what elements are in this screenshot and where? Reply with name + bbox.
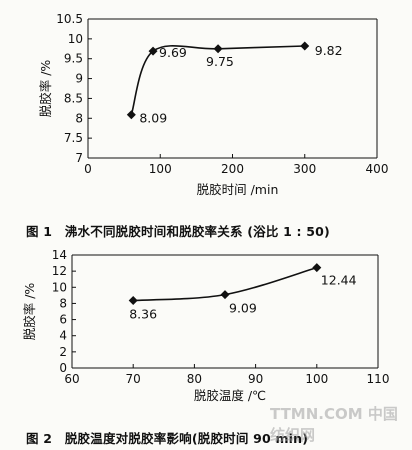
chart-2-y-tick-label: 8	[59, 296, 67, 310]
chart-2-y-tick-label: 12	[52, 264, 67, 278]
chart-2-y-tick-label: 14	[52, 248, 67, 262]
chart-1-y-tick-label: 10	[68, 32, 83, 46]
chart-2-data-label: 12.44	[321, 273, 357, 288]
watermark: TTMN.COM 中国纺织网	[270, 405, 398, 444]
chart-1-y-axis-label: 脱胶率 /%	[38, 60, 53, 118]
chart-2-y-tick-label: 0	[59, 361, 67, 375]
chart-2-data-point	[220, 290, 230, 300]
chart-1-y-tick-label: 7.5	[64, 131, 83, 145]
chart-1-series-line	[130, 45, 305, 115]
chart-1-x-axis-label: 脱胶时间 /min	[197, 182, 279, 197]
chart-2-x-tick-label: 100	[305, 372, 328, 386]
chart-1-y-tick-label: 8	[75, 111, 83, 125]
chart-2-y-axis-label: 脱胶率 /%	[22, 283, 37, 341]
chart-2-y-tick-label: 10	[52, 280, 67, 294]
chart-2-x-axis-label: 脱胶温度 /℃	[194, 388, 266, 403]
chart-1-y-tick-label: 7	[75, 151, 83, 165]
chart-1-y-tick-label: 10.5	[56, 12, 83, 26]
chart-1-data-point	[148, 46, 158, 56]
chart-1-data-label: 9.82	[315, 43, 343, 58]
chart-1-data-point	[300, 41, 310, 51]
chart-1-data-point	[126, 110, 136, 120]
chart-1-x-tick-label: 0	[84, 162, 92, 176]
chart-2-y-tick-label: 6	[59, 313, 67, 327]
chart-2-x-tick-label: 60	[64, 372, 79, 386]
chart-1-data-label: 8.09	[139, 111, 167, 126]
chart-2-data-label: 8.36	[129, 307, 157, 322]
chart-1-caption: 图 1 沸水不同脱胶时间和脱胶率关系 (浴比 1 : 50)	[26, 224, 330, 239]
chart-1-dehumming-time: 7 7.5 8 8.5 9 9.5 10 10.5 0 100 200 300 400 脱胶时间 /min…	[38, 12, 389, 197]
chart-1-x-tick-label: 200	[221, 162, 244, 176]
chart-1-x-tick-label: 300	[293, 162, 316, 176]
chart-1-x-tick-label: 400	[366, 162, 389, 176]
chart-2-x-tick-label: 80	[187, 372, 202, 386]
chart-2-x-tick-label: 110	[367, 372, 390, 386]
chart-2-x-tick-label: 70	[126, 372, 141, 386]
chart-2-data-point	[312, 263, 322, 273]
chart-1-x-tick-label: 100	[149, 162, 172, 176]
chart-2-x-tick-label: 90	[248, 372, 263, 386]
chart-1-y-tick-label: 9	[75, 72, 83, 86]
chart-1-data-point	[213, 44, 223, 54]
chart-2-data-label: 9.09	[229, 301, 257, 316]
chart-1-y-tick-label: 8.5	[64, 91, 83, 105]
chart-1-data-label: 9.69	[159, 45, 187, 60]
chart-1-y-tick-label: 9.5	[64, 52, 83, 66]
chart-2-y-tick-label: 2	[59, 345, 67, 359]
chart-2-y-tick-label: 4	[59, 329, 67, 343]
chart-2-dehumming-temperature: 0 2 4 6 8 10 12 14 60 70 80 90 100 110 脱胶温度 /℃ 脱胶率 /% 8.…	[22, 248, 390, 403]
chart-2-caption: 图 2 脱胶温度对脱胶率影响(脱胶时间 90 min)	[26, 431, 309, 446]
chart-2-data-point	[128, 296, 138, 306]
chart-1-data-label: 9.75	[206, 54, 234, 69]
